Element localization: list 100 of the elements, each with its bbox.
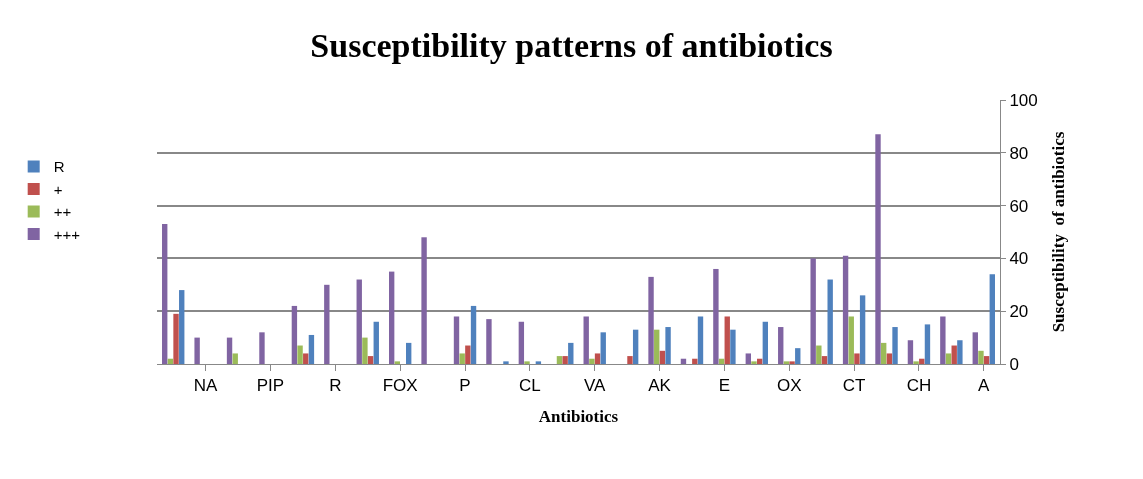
bar	[697, 316, 704, 364]
y-tick-label: 80	[1009, 143, 1029, 163]
legend-label: +++	[53, 225, 81, 243]
bar	[724, 316, 730, 364]
bar	[324, 284, 330, 364]
bar	[751, 361, 757, 364]
bar	[940, 316, 946, 364]
bar	[989, 274, 995, 364]
bar	[562, 356, 568, 364]
bar	[173, 313, 179, 364]
bar	[297, 345, 303, 364]
bar	[978, 350, 984, 364]
bar	[778, 327, 784, 364]
bar	[421, 237, 427, 364]
bar	[470, 305, 477, 364]
bar	[648, 276, 654, 364]
bar	[713, 268, 719, 364]
bar	[842, 255, 849, 364]
bar	[810, 258, 816, 364]
bar	[659, 350, 666, 364]
bar	[816, 345, 822, 364]
bar	[886, 353, 893, 364]
y-tick-label: 20	[1009, 302, 1029, 322]
x-tick-label: CT	[842, 376, 866, 396]
bar	[945, 353, 952, 364]
bar	[854, 353, 860, 364]
x-tick-label: AK	[648, 376, 672, 396]
bar	[589, 358, 595, 364]
legend-label: +	[53, 180, 63, 198]
bar	[518, 321, 525, 364]
x-tick-label: FOX	[382, 376, 418, 396]
bar	[983, 356, 990, 364]
bar	[303, 353, 309, 364]
bar	[795, 348, 801, 364]
x-tick-label: PIP	[256, 376, 285, 396]
bar	[627, 356, 633, 364]
bar	[859, 295, 866, 364]
x-tick-label: A	[978, 376, 991, 396]
bar	[291, 305, 298, 364]
bar	[503, 361, 509, 364]
bar	[972, 332, 978, 364]
x-tick-label: CH	[906, 376, 932, 396]
bar	[459, 353, 465, 364]
bar	[875, 134, 881, 364]
bar	[692, 358, 698, 364]
bar	[308, 334, 315, 364]
bar	[259, 332, 265, 364]
x-tick-label: NA	[193, 376, 219, 396]
bar	[453, 316, 460, 364]
x-tick-label: VA	[584, 376, 607, 396]
bar	[583, 316, 589, 364]
bar	[783, 361, 790, 364]
bar	[568, 342, 574, 364]
bar	[913, 361, 919, 364]
x-tick-label: OX	[776, 376, 802, 396]
bar	[957, 340, 963, 364]
bar	[535, 361, 542, 364]
bar	[821, 356, 828, 364]
bar	[594, 353, 601, 364]
bar	[226, 337, 233, 364]
bar	[827, 279, 833, 364]
bar	[892, 327, 898, 364]
bar	[848, 316, 854, 364]
bar	[665, 327, 671, 364]
bar	[356, 279, 362, 364]
bar	[388, 271, 395, 364]
bar	[367, 356, 374, 364]
y-axis-title: Susceptibility of antibiotics	[1049, 131, 1069, 333]
bar	[465, 345, 471, 364]
bar	[373, 321, 379, 364]
x-tick-label: CL	[519, 376, 541, 396]
bar	[524, 361, 530, 364]
bar	[632, 329, 639, 364]
x-tick-label: P	[459, 376, 471, 396]
bar	[654, 329, 660, 364]
bar	[232, 353, 238, 364]
bar	[162, 224, 168, 364]
x-tick-label: R	[329, 376, 342, 396]
y-tick-label: 100	[1009, 90, 1038, 110]
bar	[194, 337, 200, 364]
bar	[730, 329, 736, 364]
x-tick-label: E	[718, 376, 731, 396]
bar	[556, 356, 563, 364]
bar	[789, 361, 795, 364]
bar	[762, 321, 769, 364]
legend-label: R	[53, 158, 65, 176]
y-tick-label: 40	[1009, 249, 1029, 269]
y-tick-label: 60	[1009, 196, 1029, 216]
y-tick-label: 0	[1009, 354, 1019, 374]
bar	[405, 342, 412, 364]
bar	[907, 340, 914, 364]
bar	[394, 361, 401, 364]
chart-title: Susceptibility patterns of antibiotics	[310, 27, 833, 65]
legend-label: ++	[53, 203, 72, 221]
bar	[951, 345, 957, 364]
bar	[880, 342, 887, 364]
bar	[362, 337, 368, 364]
bar	[179, 290, 185, 364]
x-axis-title: Antibiotics	[538, 406, 619, 426]
bar	[486, 319, 492, 364]
